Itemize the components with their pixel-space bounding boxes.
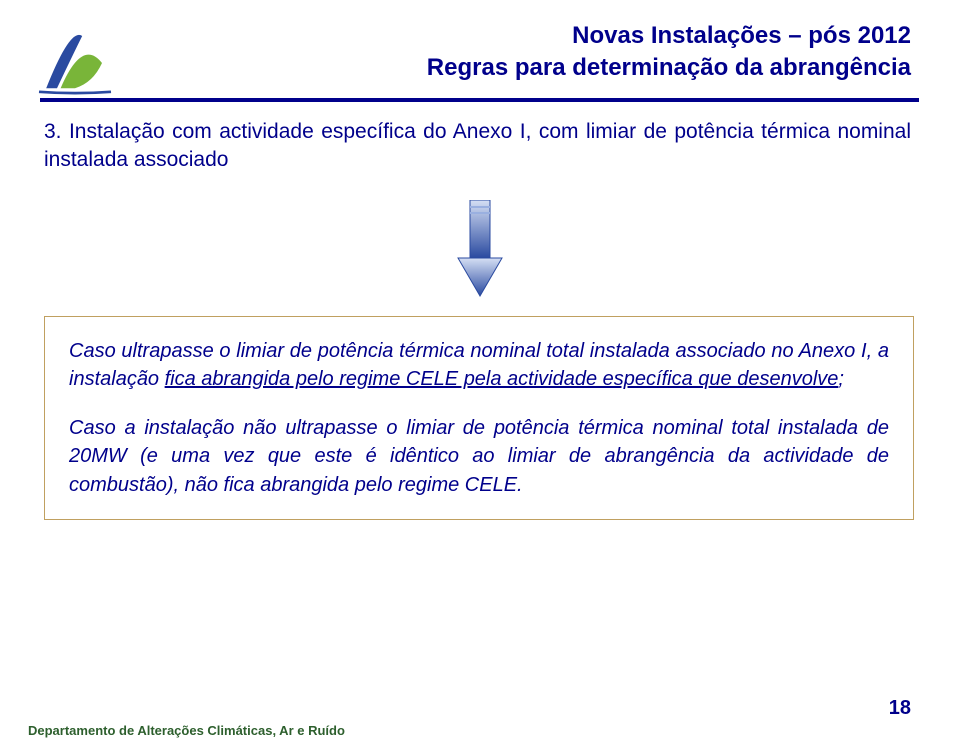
box-p1-underlined: fica abrangida pelo regime CELE pela act…	[165, 368, 839, 390]
header-line-1: Novas Instalações – pós 2012	[427, 20, 911, 52]
intro-paragraph: 3. Instalação com actividade específica …	[44, 118, 911, 175]
header-line-2: Regras para determinação da abrangência	[427, 52, 911, 84]
down-arrow-icon	[0, 200, 959, 305]
page-number: 18	[889, 697, 911, 720]
box-paragraph-2: Caso a instalação não ultrapasse o limia…	[69, 414, 889, 499]
slide-header: Novas Instalações – pós 2012 Regras para…	[427, 20, 911, 85]
content-box: Caso ultrapasse o limiar de potência tér…	[44, 316, 914, 520]
box-paragraph-1: Caso ultrapasse o limiar de potência tér…	[69, 337, 889, 394]
header-divider	[40, 98, 919, 102]
footer-text: Departamento de Alterações Climáticas, A…	[28, 723, 345, 738]
box-gap	[69, 394, 889, 414]
box-p1-text-c: ;	[838, 368, 844, 390]
logo	[30, 18, 120, 108]
